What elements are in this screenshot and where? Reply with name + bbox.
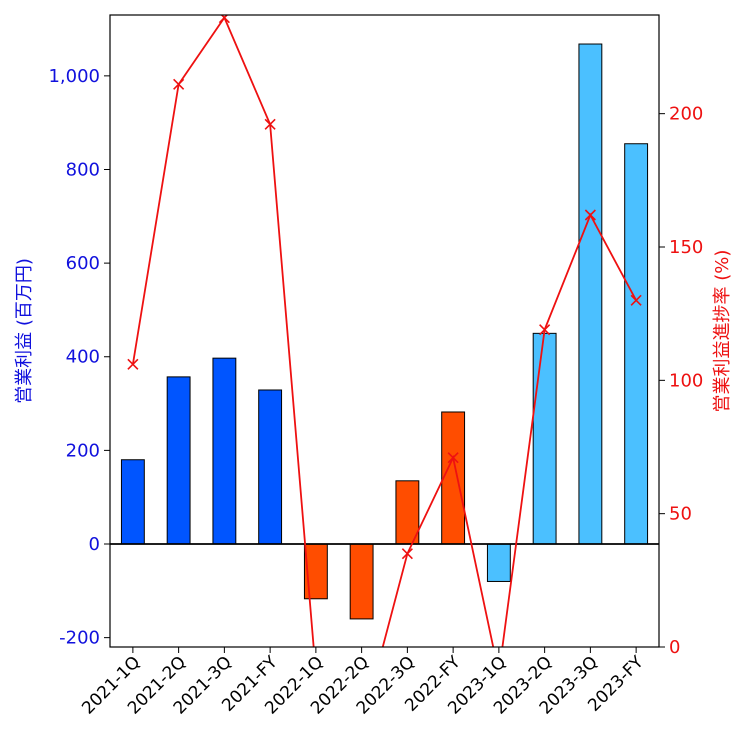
point-2021-1Q xyxy=(127,358,139,370)
point-2023-FY xyxy=(630,294,642,306)
left-tick-label: 200 xyxy=(66,440,100,461)
bar-2022-2Q xyxy=(349,543,374,620)
left-axis-title: 営業利益 (百万円) xyxy=(14,258,35,404)
point-marker-stroke xyxy=(630,294,642,306)
left-tick-label: -200 xyxy=(59,628,100,649)
bar-2023-1Q xyxy=(486,543,511,582)
right-tick-label: 100 xyxy=(669,370,703,391)
point-marker-stroke xyxy=(264,118,276,130)
bars-layer xyxy=(120,43,649,620)
progress-rate-line xyxy=(131,15,637,647)
point-marker-stroke xyxy=(539,324,551,336)
plot-frame xyxy=(109,14,660,648)
point-marker-stroke xyxy=(401,548,413,560)
point-marker-stroke xyxy=(173,78,185,90)
right-tick-label: 200 xyxy=(669,104,703,125)
point-2023-3Q xyxy=(584,209,596,221)
bar-2021-FY xyxy=(258,389,283,545)
point-marker-stroke xyxy=(357,722,367,732)
bar-2021-2Q xyxy=(166,376,191,545)
bar-2023-3Q xyxy=(578,43,603,545)
point-marker-stroke xyxy=(357,722,367,732)
point-marker-stroke xyxy=(218,15,229,24)
point-2021-3Q xyxy=(218,15,230,24)
bar-2021-1Q xyxy=(120,459,145,545)
point-2022-FY xyxy=(447,452,459,464)
point-2021-2Q xyxy=(173,78,185,90)
left-tick-label: 400 xyxy=(66,347,100,368)
bar-2023-2Q xyxy=(532,332,557,545)
left-tick-label: 0 xyxy=(89,534,100,555)
bar-2021-3Q xyxy=(212,357,237,545)
right-tick-label: 0 xyxy=(669,637,680,658)
right-axis: 0 50 100 150 200 xyxy=(659,104,703,658)
bar-2022-3Q xyxy=(395,480,420,545)
bar-2023-FY xyxy=(624,143,649,545)
left-axis: -200 0 200 400 600 800 1,000 xyxy=(48,66,110,649)
point-2021-FY xyxy=(264,118,276,130)
x-axis: 2021-1Q2021-2Q2021-3Q2021-FY2022-1Q2022-… xyxy=(78,647,648,719)
left-tick-label: 800 xyxy=(66,159,100,180)
line-layer xyxy=(127,15,642,732)
right-axis-title: 営業利益進捗率 (%) xyxy=(712,250,733,413)
point-marker-stroke xyxy=(584,209,596,221)
right-tick-label: 50 xyxy=(669,504,692,525)
bar-2022-FY xyxy=(441,411,466,545)
right-tick-label: 150 xyxy=(669,237,703,258)
point-marker-stroke xyxy=(447,452,459,464)
left-tick-label: 1,000 xyxy=(48,66,100,87)
point-2022-3Q xyxy=(401,548,413,560)
point-2022-2Q xyxy=(357,722,367,732)
left-tick-label: 600 xyxy=(66,253,100,274)
point-marker-stroke xyxy=(127,358,139,370)
point-2023-2Q xyxy=(539,324,551,336)
